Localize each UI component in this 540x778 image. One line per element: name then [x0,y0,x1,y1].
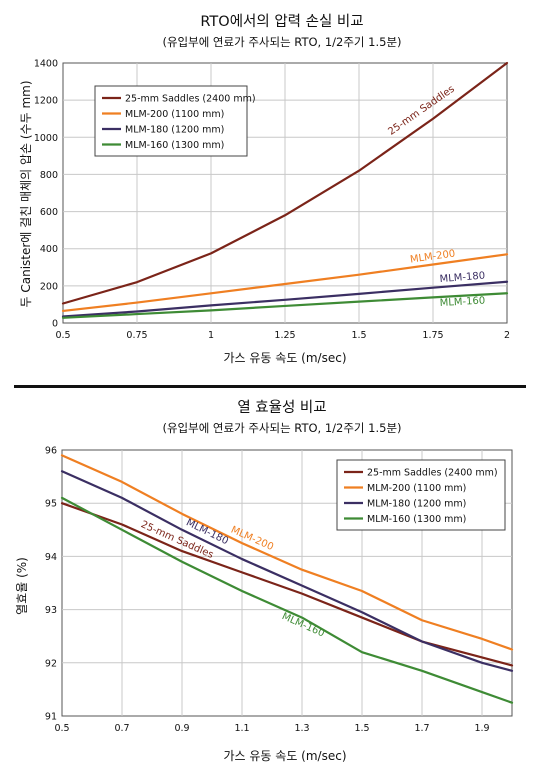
y-tick-label: 1000 [34,133,58,144]
series-line [60,470,514,672]
x-tick-label: 1.75 [422,330,443,341]
x-tick-label: 1.1 [234,723,249,734]
chart-separator [14,385,526,388]
legend-entry: MLM-160 (1300 mm) [125,140,224,151]
y-tick-label: 94 [45,552,57,563]
series-line [61,253,509,313]
series-label: MLM-180 [439,271,485,286]
series-label: MLM-160 [439,295,485,308]
x-tick-label: 1.3 [294,723,309,734]
x-tick-label: 0.7 [114,723,129,734]
x-tick-label: 2 [504,330,510,341]
y-tick-label: 0 [52,319,58,330]
series-line [60,502,514,667]
x-tick-label: 0.75 [126,330,147,341]
y-axis-label: 열효율 (%) [15,557,29,615]
y-tick-label: 92 [45,658,57,669]
chart-subtitle: (유입부에 연료가 주사되는 RTO, 1/2주기 1.5분) [162,35,401,49]
y-axis-label: 두 Canister에 걸친 매체의 압손 (수두 mm) [19,80,33,307]
series-line [61,292,509,319]
x-axis-label: 가스 유동 속도 (m/sec) [223,749,346,763]
y-tick-label: 200 [40,281,58,292]
series-line [60,496,514,704]
x-axis-label: 가스 유동 속도 (m/sec) [223,351,346,365]
pressure-loss-chart: RTO에서의 압력 손실 비교 (유입부에 연료가 주사되는 RTO, 1/2주… [19,13,510,365]
legend-box [336,459,506,531]
x-tick-label: 0.5 [55,330,70,341]
series-line [61,61,509,305]
y-tick-label: 1200 [34,96,58,107]
legend-entry: MLM-160 (1300 mm) [367,514,466,525]
y-tick-label: 800 [40,170,58,181]
x-tick-label: 1.7 [414,723,429,734]
x-tick-label: 1 [208,330,214,341]
series-line [61,280,509,318]
chart-subtitle: (유입부에 연료가 주사되는 RTO, 1/2주기 1.5분) [162,421,401,435]
thermal-efficiency-chart: 열 효율성 비교 (유입부에 연료가 주사되는 RTO, 1/2주기 1.5분)… [15,399,514,763]
y-tick-label: 96 [45,446,57,457]
legend-entry: 25-mm Saddles (2400 mm) [125,94,256,105]
y-tick-label: 93 [45,605,57,616]
x-tick-label: 1.9 [474,723,489,734]
legend-entry: MLM-200 (1100 mm) [367,483,466,494]
series-line [60,454,514,651]
legend-entry: MLM-180 (1200 mm) [125,125,224,136]
x-tick-label: 1.5 [351,330,366,341]
legend-entry: 25-mm Saddles (2400 mm) [367,468,498,479]
x-tick-label: 1.25 [274,330,295,341]
x-tick-label: 1.5 [354,723,369,734]
y-tick-label: 400 [40,244,58,255]
chart-title: 열 효율성 비교 [237,399,326,416]
chart-title: RTO에서의 압력 손실 비교 [200,13,363,30]
y-tick-label: 95 [45,499,57,510]
x-tick-label: 0.9 [174,723,189,734]
legend-entry: MLM-180 (1200 mm) [367,499,466,510]
legend-entry: MLM-200 (1100 mm) [125,109,224,120]
y-tick-label: 600 [40,207,58,218]
y-tick-label: 91 [45,712,57,723]
y-tick-label: 1400 [34,59,58,70]
x-tick-label: 0.5 [54,723,69,734]
